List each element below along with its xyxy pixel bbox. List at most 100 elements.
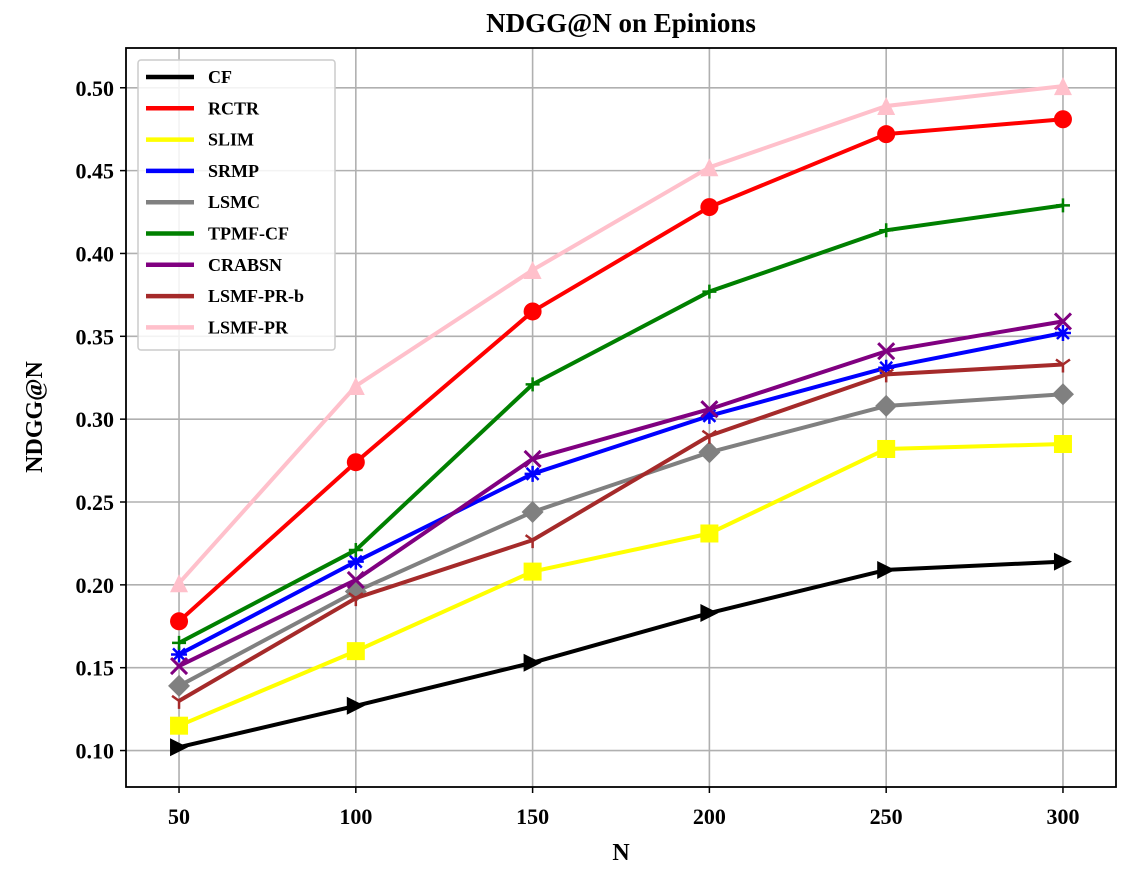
data-point xyxy=(877,125,896,144)
series-crabsn xyxy=(169,312,1073,676)
x-tick-label: 300 xyxy=(1046,804,1079,829)
data-point xyxy=(346,696,365,715)
legend-label: CF xyxy=(208,67,232,87)
data-point xyxy=(348,543,363,558)
data-point xyxy=(877,439,896,458)
y-tick-label: 0.15 xyxy=(76,656,115,681)
data-point xyxy=(524,465,541,482)
data-point xyxy=(878,359,895,376)
series-line xyxy=(177,84,1064,585)
x-axis-label: N xyxy=(612,840,630,866)
legend-label: LSMF-PR-b xyxy=(208,286,304,306)
data-point xyxy=(1053,77,1072,96)
series-line xyxy=(178,331,1064,657)
y-axis-label: NDGG@N xyxy=(22,361,48,473)
data-point xyxy=(698,441,721,464)
data-point xyxy=(523,449,542,468)
data-point xyxy=(878,368,894,383)
x-tick-label: 250 xyxy=(870,804,903,829)
legend-box xyxy=(137,59,336,351)
plot-frame xyxy=(125,47,1117,788)
y-tick-label: 0.50 xyxy=(76,76,115,101)
data-point xyxy=(701,407,718,424)
data-point xyxy=(1053,552,1072,571)
data-point xyxy=(169,656,189,676)
data-point xyxy=(525,377,540,392)
data-point xyxy=(168,674,191,697)
data-point xyxy=(700,604,719,623)
data-point xyxy=(347,553,364,570)
x-tick-label: 50 xyxy=(168,804,190,829)
y-tick-label: 0.40 xyxy=(76,241,115,266)
y-tick-label: 0.10 xyxy=(76,739,115,764)
data-point xyxy=(1053,312,1073,331)
series-slim xyxy=(170,435,1072,735)
data-point xyxy=(170,574,189,593)
data-point xyxy=(700,400,719,419)
legend-label: TPMF-CF xyxy=(208,224,289,244)
x-tick-label: 150 xyxy=(516,804,549,829)
series-line xyxy=(178,319,1064,668)
series-line xyxy=(178,203,1064,645)
data-point xyxy=(348,592,364,607)
series-line xyxy=(177,117,1064,623)
chart-title: NDGG@N on Epinions xyxy=(486,8,756,38)
series-rctr xyxy=(170,110,1072,631)
data-point xyxy=(1054,324,1071,341)
y-tick-label: 0.25 xyxy=(76,490,115,515)
data-point xyxy=(170,716,189,735)
data-point xyxy=(877,560,896,579)
legend-label: RCTR xyxy=(208,98,260,118)
series-cf xyxy=(170,552,1072,757)
data-point xyxy=(1051,383,1074,406)
data-point xyxy=(700,198,719,217)
series-line xyxy=(178,392,1064,688)
data-point xyxy=(702,284,717,299)
data-point xyxy=(524,534,541,549)
series-line xyxy=(178,362,1064,703)
data-point xyxy=(879,223,894,238)
data-point xyxy=(521,500,544,523)
data-point xyxy=(346,377,365,396)
y-tick-label: 0.35 xyxy=(76,324,115,349)
data-point xyxy=(1053,110,1072,129)
legend-label: CRABSN xyxy=(208,255,282,275)
data-point xyxy=(701,429,718,444)
data-point xyxy=(700,524,719,543)
data-point xyxy=(877,96,896,115)
data-point xyxy=(875,394,898,417)
data-point xyxy=(1055,198,1070,213)
data-point xyxy=(523,562,542,581)
series-tpmf-cf xyxy=(172,198,1070,650)
x-axis-ticks: 50 100 150 200 250 300 xyxy=(168,787,1079,829)
x-tick-label: 100 xyxy=(339,804,372,829)
series-srmp xyxy=(171,324,1071,663)
data-point xyxy=(170,738,189,757)
data-point xyxy=(170,612,189,631)
data-point xyxy=(346,642,365,661)
series-layer xyxy=(168,77,1074,757)
data-point xyxy=(1053,435,1072,454)
data-point xyxy=(346,570,365,589)
data-point xyxy=(346,453,365,472)
data-point xyxy=(171,646,188,663)
legend-label: LSMC xyxy=(208,192,260,212)
series-line xyxy=(178,559,1064,750)
data-point xyxy=(171,694,187,709)
legend: CF RCTR SLIM SRMP LSMC TPMF-CF CRABSN LSMF-PR-b… xyxy=(137,59,336,351)
y-tick-label: 0.30 xyxy=(76,407,115,432)
legend-label: SRMP xyxy=(208,161,259,181)
y-tick-label: 0.20 xyxy=(76,573,115,598)
series-lsmf-pr xyxy=(170,77,1072,593)
series-line xyxy=(178,442,1064,728)
legend-label: LSMF-PR xyxy=(208,317,289,337)
series-lsmf-pr-b xyxy=(171,358,1071,709)
data-point xyxy=(523,653,542,672)
data-point xyxy=(877,342,896,361)
series-lsmc xyxy=(168,383,1074,697)
data-point xyxy=(700,158,719,177)
x-tick-label: 200 xyxy=(693,804,726,829)
data-point xyxy=(1055,358,1071,373)
data-point xyxy=(523,261,542,280)
